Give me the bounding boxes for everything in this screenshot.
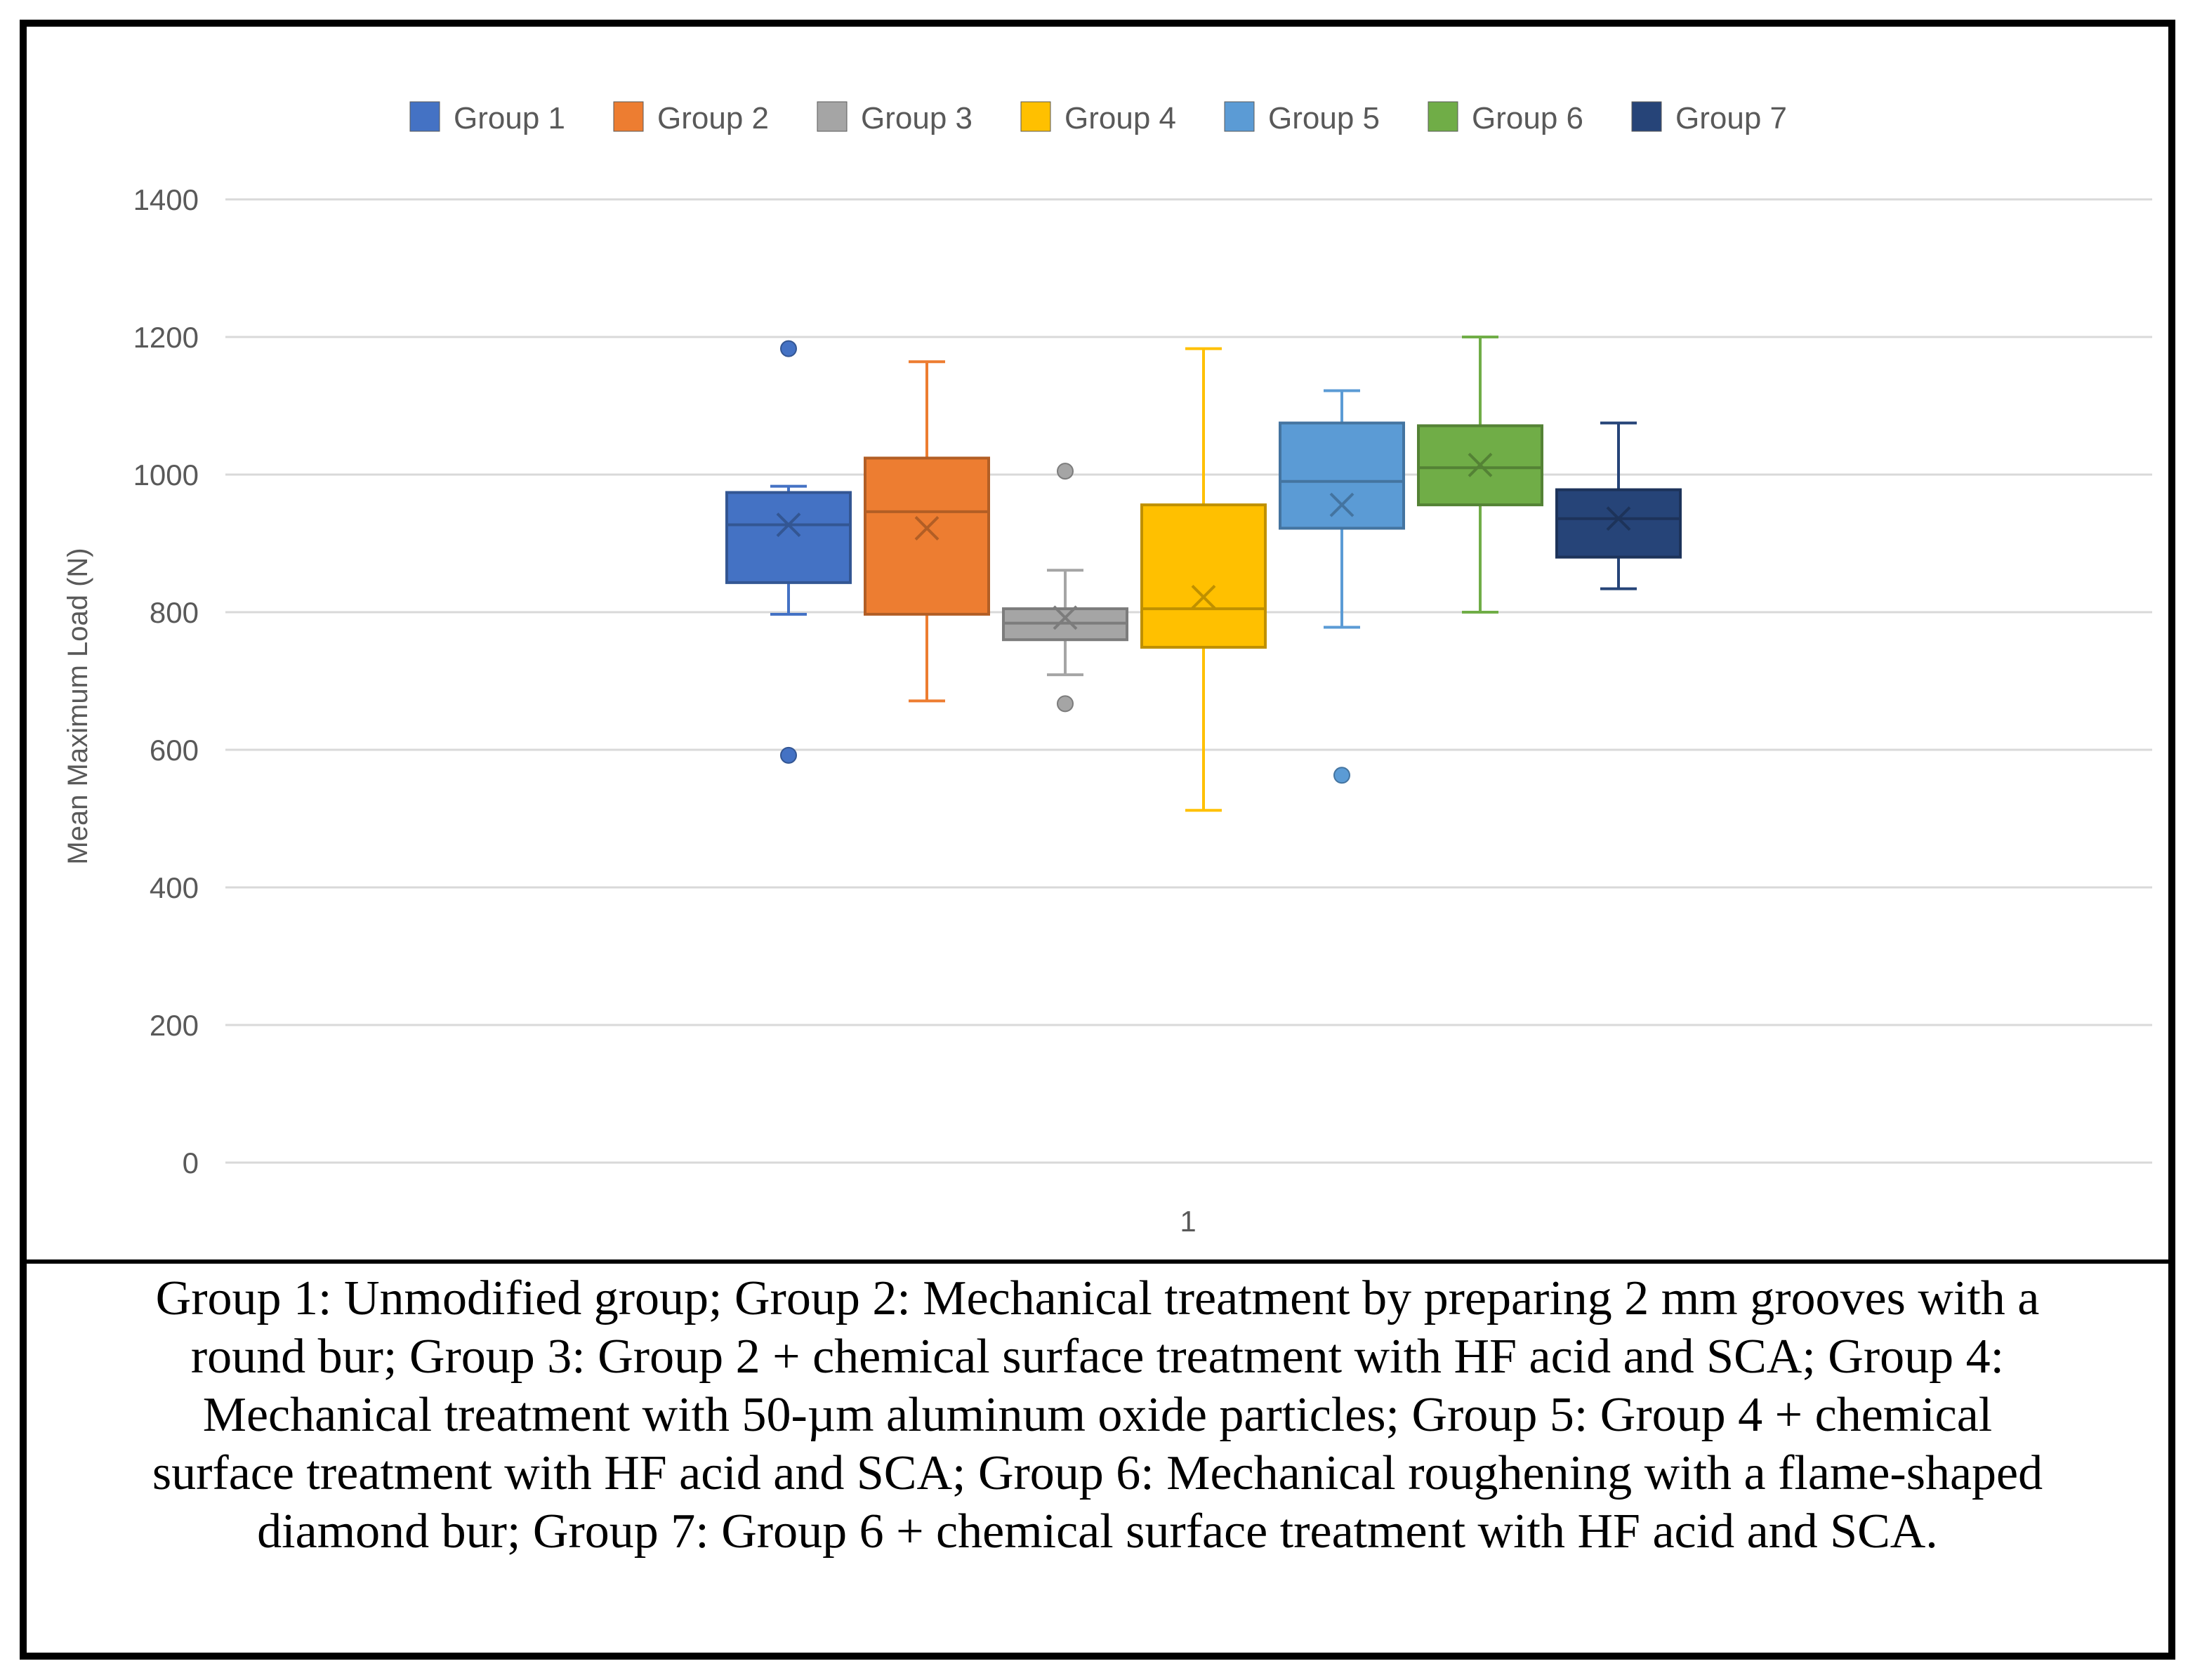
x-tick-label: 1 bbox=[1180, 1205, 1196, 1238]
box-plot-chart: Group 1 Group 2 Group 3 Group 4 Group 5 Group… bbox=[62, 101, 2152, 1238]
box-series bbox=[725, 336, 1682, 812]
mean-marker bbox=[776, 512, 801, 537]
box-group bbox=[1140, 347, 1267, 812]
figure-frame: Group 1 Group 2 Group 3 Group 4 Group 5 Group… bbox=[20, 20, 2175, 1660]
mean-marker bbox=[1606, 506, 1631, 531]
mean-marker bbox=[1191, 585, 1216, 609]
mean-marker bbox=[1468, 452, 1493, 477]
y-tick-label: 1400 bbox=[133, 183, 199, 216]
iqr-box bbox=[1279, 421, 1405, 530]
legend-swatch bbox=[1224, 101, 1255, 132]
box-group bbox=[1555, 421, 1682, 590]
iqr-box bbox=[725, 491, 852, 584]
y-tick-label: 600 bbox=[150, 734, 199, 767]
iqr-box bbox=[1555, 488, 1682, 559]
legend-swatch bbox=[1020, 101, 1051, 132]
mean-marker bbox=[1053, 605, 1078, 630]
figure-caption: Group 1: Unmodified group; Group 2: Mech… bbox=[152, 1271, 2043, 1559]
caption-divider bbox=[27, 1259, 2168, 1264]
outlier-point bbox=[1057, 463, 1074, 480]
legend-swatch bbox=[409, 101, 440, 132]
outlier-point bbox=[780, 746, 797, 764]
y-tick-label: 1200 bbox=[133, 321, 199, 354]
box-group bbox=[864, 360, 990, 703]
box-group bbox=[1279, 389, 1405, 784]
legend-swatch bbox=[1631, 101, 1662, 132]
legend-label: Group 5 bbox=[1268, 101, 1380, 135]
legend-label: Group 4 bbox=[1064, 101, 1176, 135]
mean-marker bbox=[914, 516, 940, 541]
legend-label: Group 3 bbox=[861, 101, 973, 135]
outlier-point bbox=[780, 340, 797, 357]
y-tick-label: 1000 bbox=[133, 458, 199, 491]
y-axis-label: Mean Maximum Load (N) bbox=[62, 548, 93, 864]
box-group bbox=[1417, 336, 1543, 614]
y-tick-label: 200 bbox=[150, 1009, 199, 1042]
outlier-point bbox=[1333, 767, 1350, 784]
outlier-point bbox=[1057, 695, 1074, 713]
iqr-box bbox=[864, 456, 990, 616]
legend-label: Group 1 bbox=[454, 101, 565, 135]
legend-swatch bbox=[1428, 101, 1458, 132]
y-tick-label: 0 bbox=[183, 1146, 199, 1179]
legend-label: Group 7 bbox=[1675, 101, 1787, 135]
legend-swatch bbox=[817, 101, 848, 132]
legend-swatch bbox=[613, 101, 644, 132]
mean-marker bbox=[1329, 492, 1354, 517]
box-group bbox=[725, 340, 852, 764]
box-group bbox=[1002, 463, 1128, 713]
y-axis-ticks: 0 200 400 600 800 1000 1200 1400 bbox=[133, 183, 199, 1179]
legend-label: Group 6 bbox=[1472, 101, 1583, 135]
gridlines bbox=[225, 198, 2152, 1164]
iqr-box bbox=[1140, 503, 1267, 649]
legend: Group 1 Group 2 Group 3 Group 4 Group 5 Group… bbox=[409, 101, 1787, 135]
y-tick-label: 800 bbox=[150, 596, 199, 629]
legend-label: Group 2 bbox=[657, 101, 769, 135]
y-tick-label: 400 bbox=[150, 871, 199, 904]
